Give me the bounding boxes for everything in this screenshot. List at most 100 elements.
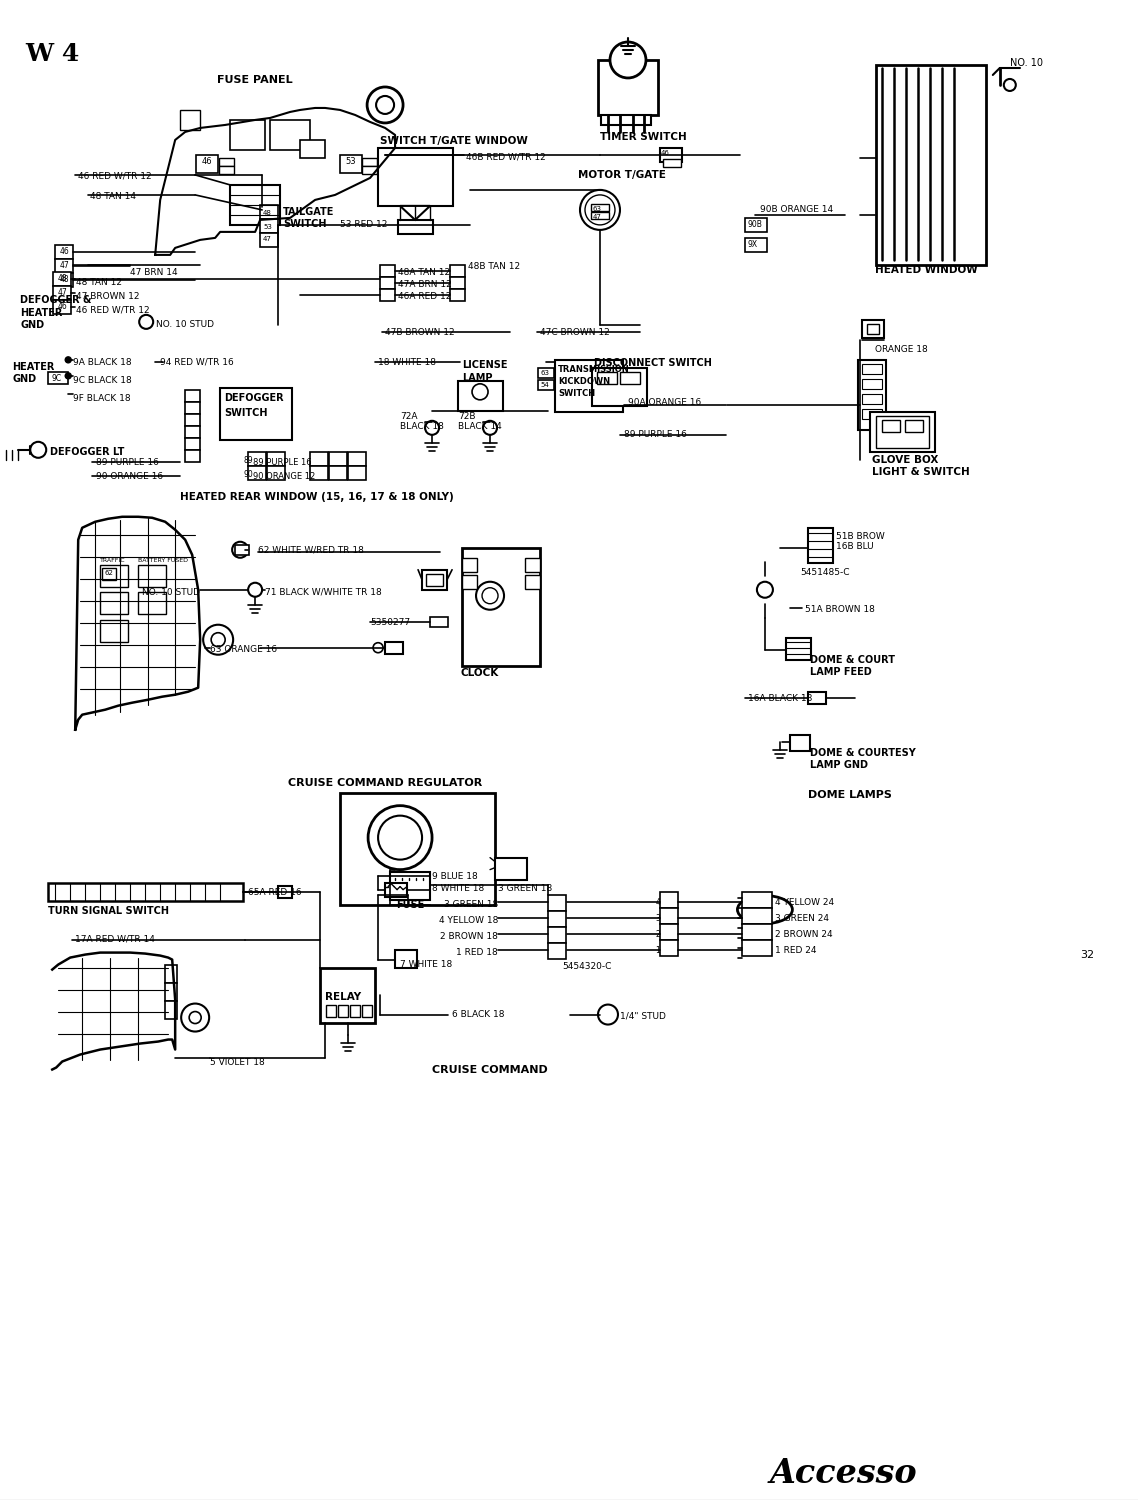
Text: GND: GND: [20, 320, 44, 330]
Bar: [185, 390, 200, 402]
Bar: [348, 466, 366, 480]
Circle shape: [580, 190, 620, 230]
Text: 65A RED 16: 65A RED 16: [248, 888, 302, 897]
Text: FUSE PANEL: FUSE PANEL: [217, 75, 292, 86]
Circle shape: [1004, 80, 1016, 92]
Text: 94 RED W/TR 16: 94 RED W/TR 16: [160, 358, 234, 368]
Text: 48: 48: [57, 274, 67, 284]
Bar: [462, 574, 477, 588]
Text: 51A BROWN 18: 51A BROWN 18: [805, 604, 875, 613]
Circle shape: [248, 582, 262, 597]
Text: 8 WHITE 18: 8 WHITE 18: [432, 884, 485, 892]
Text: DOME LAMPS: DOME LAMPS: [808, 789, 892, 800]
Text: NO. 10 STUD: NO. 10 STUD: [156, 320, 214, 328]
Text: 63: 63: [541, 370, 549, 376]
Bar: [53, 286, 72, 300]
Bar: [869, 413, 934, 452]
Bar: [620, 372, 640, 384]
Bar: [861, 320, 884, 338]
Bar: [327, 1005, 336, 1017]
Text: 9F BLACK 18: 9F BLACK 18: [73, 394, 131, 404]
Text: 48: 48: [59, 276, 69, 285]
Bar: [591, 204, 609, 212]
Text: ORANGE 18: ORANGE 18: [875, 345, 927, 354]
Circle shape: [376, 96, 394, 114]
Bar: [422, 570, 447, 590]
Circle shape: [139, 315, 154, 328]
Text: 90: 90: [244, 470, 253, 478]
Bar: [808, 528, 833, 562]
Bar: [597, 372, 617, 384]
Bar: [48, 372, 68, 384]
Bar: [261, 219, 278, 232]
Bar: [742, 891, 772, 908]
Text: HEATER: HEATER: [20, 308, 63, 318]
Bar: [426, 573, 443, 585]
Bar: [861, 380, 882, 388]
Polygon shape: [401, 206, 430, 220]
Bar: [185, 438, 200, 450]
Bar: [329, 466, 347, 480]
Bar: [462, 548, 541, 666]
Text: 47: 47: [263, 236, 272, 242]
Bar: [261, 206, 278, 219]
Bar: [450, 290, 465, 302]
Text: 9 BLUE 18: 9 BLUE 18: [432, 871, 478, 880]
Bar: [462, 558, 477, 572]
Text: FUSE: FUSE: [396, 900, 424, 909]
Bar: [340, 792, 495, 904]
Bar: [185, 414, 200, 426]
Bar: [745, 217, 767, 232]
Text: 46A RED 12: 46A RED 12: [398, 292, 452, 302]
Bar: [525, 558, 541, 572]
Circle shape: [212, 633, 225, 646]
Bar: [165, 1000, 178, 1018]
Text: 47 BROWN 12: 47 BROWN 12: [76, 292, 140, 302]
Circle shape: [585, 195, 615, 225]
Bar: [882, 420, 900, 432]
Bar: [362, 1005, 372, 1017]
Text: 90 ORANGE 12: 90 ORANGE 12: [253, 472, 315, 482]
Text: CRUISE COMMAND: CRUISE COMMAND: [432, 1065, 547, 1074]
Text: NO. 10 STUD: NO. 10 STUD: [142, 588, 200, 597]
Bar: [395, 950, 417, 968]
Bar: [261, 232, 278, 248]
Text: 48 TAN 14: 48 TAN 14: [90, 192, 137, 201]
Text: 9C: 9C: [51, 374, 61, 382]
Bar: [549, 894, 566, 910]
Text: 5350277: 5350277: [370, 618, 410, 627]
Text: 9C BLACK 18: 9C BLACK 18: [73, 376, 132, 386]
Text: DOME & COURT: DOME & COURT: [810, 654, 894, 664]
Text: RELAY: RELAY: [325, 992, 361, 1002]
Bar: [601, 116, 651, 124]
Text: HEATED REAR WINDOW (15, 16, 17 & 18 ONLY): HEATED REAR WINDOW (15, 16, 17 & 18 ONLY…: [180, 492, 454, 502]
Text: 47: 47: [593, 214, 602, 220]
Text: 72B: 72B: [459, 413, 476, 422]
Text: DEFOGGER LT: DEFOGGER LT: [50, 447, 124, 458]
Text: MOTOR T/GATE: MOTOR T/GATE: [578, 170, 666, 180]
Bar: [56, 244, 73, 260]
Text: 46: 46: [201, 158, 212, 166]
Bar: [362, 166, 377, 174]
Bar: [230, 120, 265, 150]
Bar: [340, 154, 362, 172]
Ellipse shape: [737, 896, 792, 924]
Text: DEFOGGER &: DEFOGGER &: [20, 296, 92, 304]
Circle shape: [204, 624, 233, 654]
Text: KICKDOWN: KICKDOWN: [558, 376, 610, 386]
Circle shape: [472, 384, 488, 400]
Text: 6 BLACK 18: 6 BLACK 18: [452, 1010, 504, 1019]
Bar: [48, 882, 244, 900]
Text: 2: 2: [655, 930, 660, 939]
Text: 48A TAN 12: 48A TAN 12: [398, 268, 451, 278]
Text: 3 GREEN 18: 3 GREEN 18: [444, 900, 498, 909]
Bar: [248, 466, 266, 480]
Text: SWITCH: SWITCH: [224, 408, 267, 419]
Bar: [56, 273, 73, 286]
Bar: [100, 591, 129, 613]
Text: 1 RED 24: 1 RED 24: [775, 945, 816, 954]
Bar: [311, 466, 328, 480]
Text: 53 RED 12: 53 RED 12: [340, 220, 387, 230]
Text: SWITCH: SWITCH: [283, 219, 327, 230]
Bar: [165, 982, 178, 1000]
